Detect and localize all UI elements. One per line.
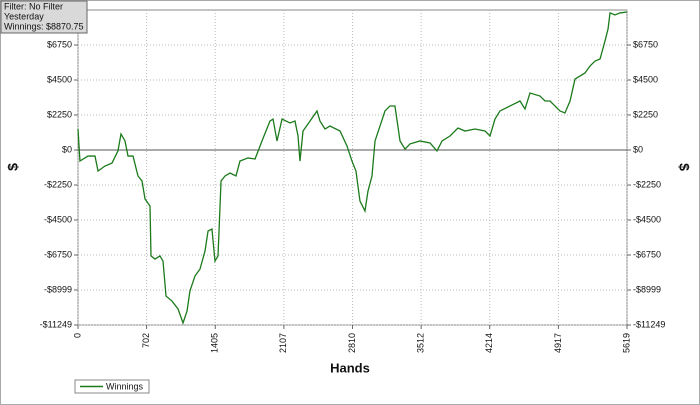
y-tick-label-right: -$6750 [633, 249, 661, 259]
y-tick-label-right: $6750 [633, 39, 658, 49]
y-tick-label: $6750 [47, 39, 72, 49]
y-tick-label: -$4500 [44, 214, 72, 224]
y-tick-label-right: -$8999 [633, 284, 661, 294]
y-axis-label-right: $ [676, 163, 692, 171]
y-tick-label: -$2250 [44, 179, 72, 189]
x-tick-label: 2810 [347, 333, 357, 353]
legend [74, 379, 150, 394]
x-axis-label: Hands [330, 360, 370, 375]
info-text: Filter: No Filter [4, 1, 63, 11]
info-text: Yesterday [4, 11, 44, 21]
y-tick-label: -$6750 [44, 249, 72, 259]
y-tick-label: $2250 [47, 109, 72, 119]
legend-label: Winnings [106, 381, 144, 391]
y-tick-label-right: $4500 [633, 74, 658, 84]
y-tick-label: $0 [62, 144, 72, 154]
x-tick-label: 3512 [416, 333, 426, 353]
x-tick-label: 1405 [210, 333, 220, 353]
y-tick-label-right: $0 [633, 144, 643, 154]
y-tick-label-right: $2250 [633, 109, 658, 119]
x-tick-label: 702 [141, 333, 151, 348]
y-tick-label: -$11249 [40, 319, 72, 329]
info-box [0, 0, 88, 34]
y-tick-label-right: -$2250 [633, 179, 661, 189]
y-axis-label: $ [5, 163, 21, 171]
plot-area [77, 9, 628, 326]
x-tick-label: 4214 [484, 333, 494, 353]
series-line [77, 11, 628, 325]
x-tick-label: 4917 [553, 333, 563, 353]
y-tick-label-right: -$11249 [633, 319, 665, 329]
x-tick-label: 5619 [621, 333, 631, 353]
y-tick-label: -$8999 [44, 284, 72, 294]
y-tick-label-right: -$4500 [633, 214, 661, 224]
x-tick-label: 0 [72, 333, 82, 338]
y-tick-label: $4500 [47, 74, 72, 84]
marks [74, 10, 631, 329]
x-tick-label: 2107 [278, 333, 288, 353]
info-text: Winnings: $8870.75 [4, 21, 84, 31]
